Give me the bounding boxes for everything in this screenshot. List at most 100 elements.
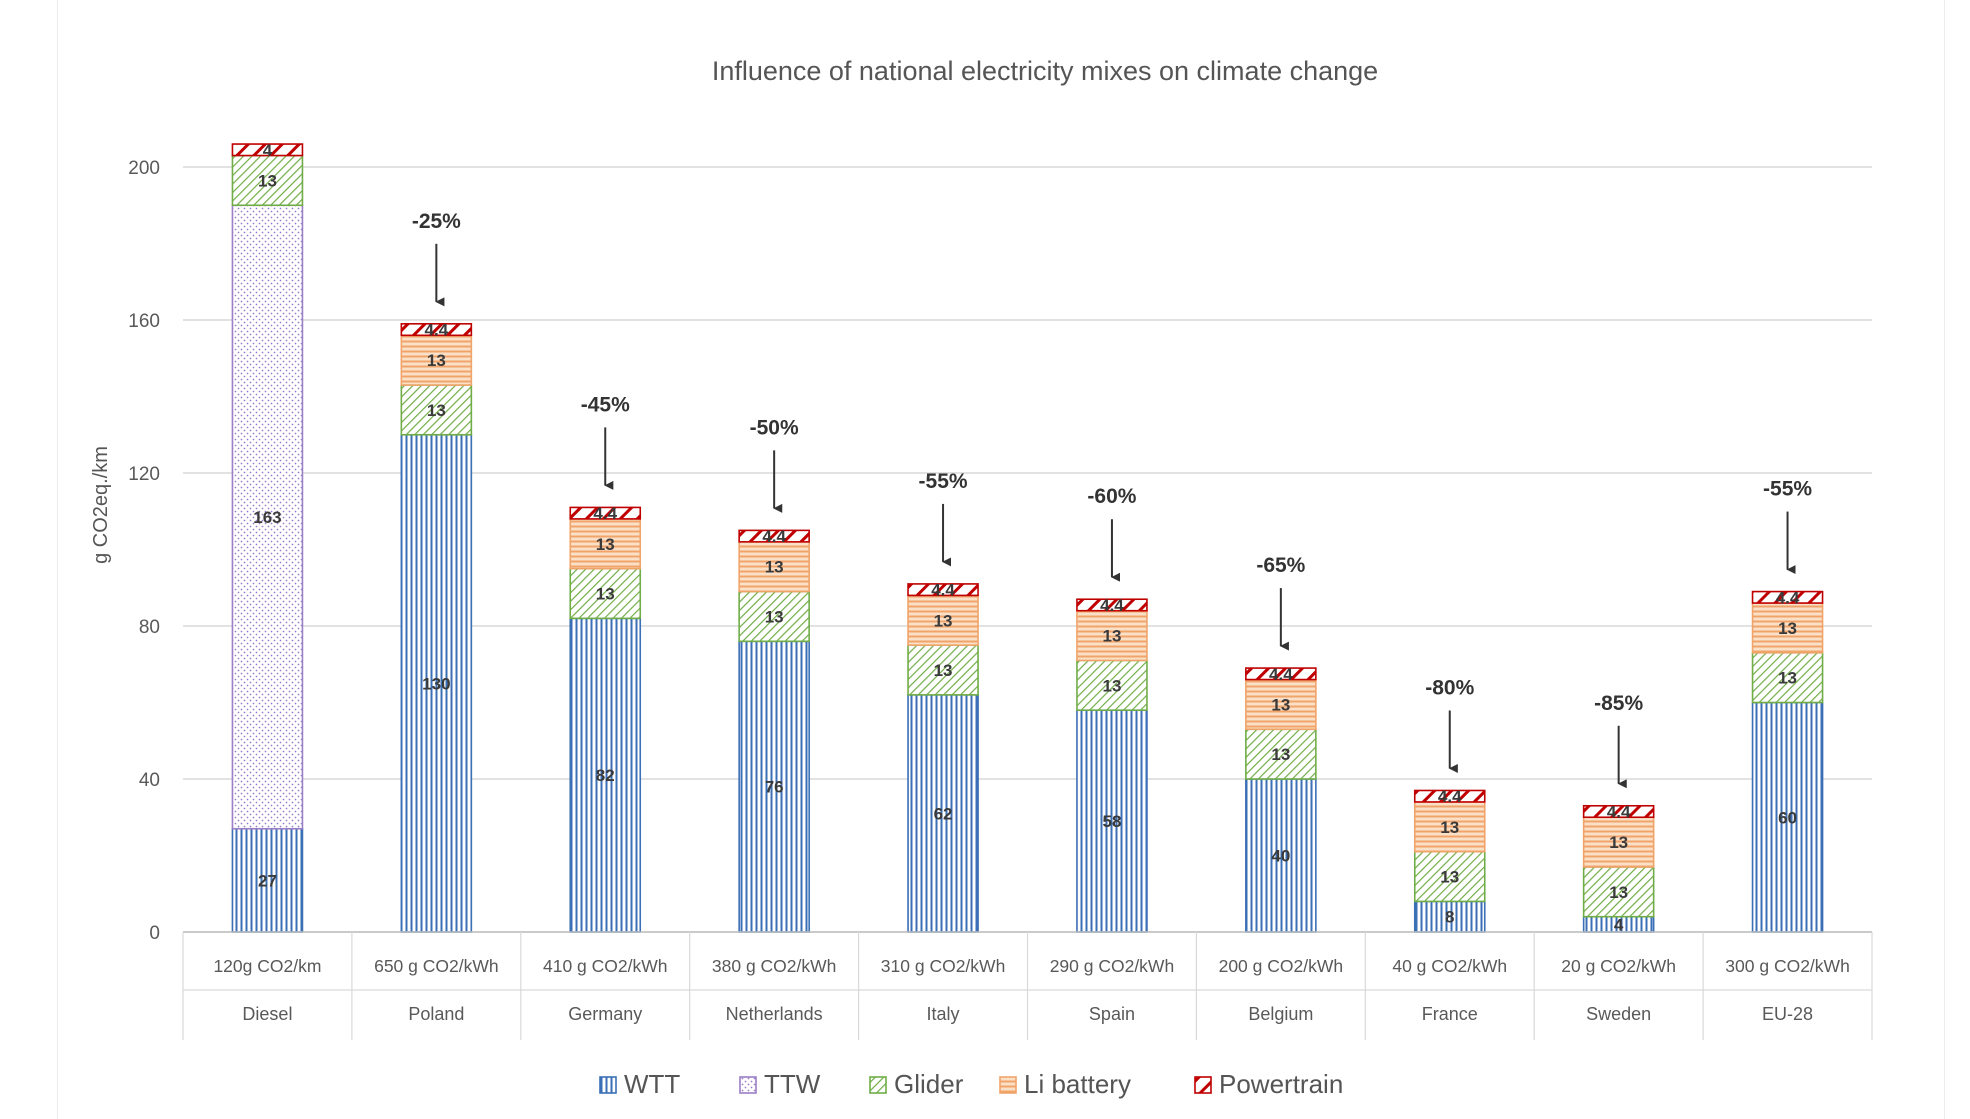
data-label: 4.4	[1269, 665, 1293, 684]
data-label: 13	[258, 171, 277, 190]
x-tick-label: Poland	[408, 1004, 464, 1024]
x-tick-sublabel: 380 g CO2/kWh	[712, 956, 837, 976]
bar-segment-ttw	[231, 204, 304, 830]
data-label: 4.4	[1100, 596, 1124, 615]
bar-segment-wtt	[231, 827, 304, 933]
x-tick-sublabel: 310 g CO2/kWh	[881, 956, 1006, 976]
data-label: 76	[765, 778, 784, 797]
bar-segment-wtt	[1245, 778, 1317, 933]
data-label: 40	[1271, 847, 1290, 866]
bar-segment-wtt	[1751, 701, 1824, 933]
x-axis: 120g CO2/km Diesel 650 g CO2/kWh Poland 410 …	[182, 931, 1873, 1040]
data-label: 60	[1778, 808, 1797, 827]
data-label: 62	[934, 804, 953, 823]
data-label: 13	[1440, 818, 1459, 837]
bar-segment-li-battery	[400, 334, 473, 386]
legend-label: Glider	[894, 1069, 964, 1099]
bar-segment-glider	[1582, 866, 1655, 918]
x-tick-sublabel: 20 g CO2/kWh	[1561, 956, 1676, 976]
x-tick-sublabel: 650 g CO2/kWh	[374, 956, 499, 976]
data-label: 58	[1102, 812, 1121, 831]
legend-swatch	[869, 1076, 887, 1094]
reduction-label: -55%	[919, 470, 968, 493]
bar-segment-powertrain	[907, 583, 979, 597]
bars	[231, 143, 1824, 933]
x-tick-label: Diesel	[242, 1004, 292, 1024]
data-label: 13	[596, 535, 615, 554]
bar-segment-powertrain	[1245, 667, 1317, 681]
legend-swatch	[739, 1076, 757, 1094]
bar-segment-wtt	[569, 617, 642, 933]
reduction-label: -80%	[1425, 676, 1474, 699]
y-tick-label: 80	[139, 617, 160, 638]
bar-segment-glider	[1751, 651, 1824, 704]
data-label: 27	[258, 871, 277, 890]
reduction-label: -55%	[1763, 478, 1812, 501]
reduction-annotations: -25% -45% -50% -55% -60% -65% -80% -85% -55%	[412, 210, 1812, 789]
data-label: 13	[934, 611, 953, 630]
y-tick-label: 0	[149, 923, 160, 944]
data-label: 13	[1271, 695, 1290, 714]
x-tick-label: Sweden	[1586, 1004, 1651, 1024]
legend-label: Li battery	[1024, 1069, 1131, 1099]
data-label: 4.4	[1776, 588, 1800, 607]
x-tick-sublabel: 200 g CO2/kWh	[1219, 956, 1344, 976]
reduction-label: -85%	[1594, 692, 1643, 715]
legend-swatch	[1194, 1076, 1212, 1094]
bar-segment-wtt	[907, 694, 979, 933]
bar-segment-powertrain	[231, 143, 304, 157]
y-tick-label: 120	[128, 464, 160, 485]
x-tick-sublabel: 120g CO2/km	[213, 956, 321, 976]
data-label: 13	[1102, 627, 1121, 646]
y-tick-label: 160	[128, 311, 160, 332]
bar-segment-li-battery	[1582, 816, 1655, 868]
data-label: 13	[765, 607, 784, 626]
data-label: 4.4	[931, 581, 955, 600]
x-tick-label: Belgium	[1248, 1004, 1313, 1024]
x-tick-label: Germany	[568, 1004, 642, 1024]
data-label: 4.4	[593, 504, 617, 523]
legend-swatch	[999, 1076, 1017, 1094]
data-label: 4.4	[762, 527, 786, 546]
data-label: 13	[427, 351, 446, 370]
x-tick-label: Spain	[1089, 1004, 1135, 1024]
data-labels: 27 163 13 4 130 13 13 4.4 82 13 13 4.4 76 13 13 4.4 62 13…	[253, 141, 1800, 935]
bar-segment-powertrain	[1413, 789, 1486, 803]
data-label: 13	[1609, 833, 1628, 852]
legend: WTT TTW Glider Li battery Powertrain	[599, 1069, 1343, 1099]
x-tick-sublabel: 40 g CO2/kWh	[1392, 956, 1507, 976]
y-axis-ticks: 0 40 80 120 160 200	[128, 158, 160, 944]
data-label: 4	[263, 141, 273, 160]
data-label: 163	[253, 508, 281, 527]
bar-segment-powertrain	[1751, 590, 1824, 604]
data-label: 8	[1445, 908, 1454, 927]
bar-segment-glider	[738, 590, 810, 643]
data-label: 13	[1440, 868, 1459, 887]
data-label: 13	[765, 558, 784, 577]
data-label: 13	[1778, 619, 1797, 638]
legend-label: TTW	[764, 1069, 821, 1099]
bar-segment-powertrain	[1582, 804, 1655, 819]
bar-segment-li-battery	[907, 594, 979, 646]
data-label: 13	[1102, 676, 1121, 695]
data-label: 4.4	[425, 321, 449, 340]
x-tick-label: France	[1422, 1004, 1478, 1024]
data-label: 13	[1609, 883, 1628, 902]
data-label: 13	[596, 584, 615, 603]
chart-title: Influence of national electricity mixes …	[712, 56, 1378, 86]
bar-segment-li-battery	[1076, 609, 1148, 662]
bar-segment-wtt	[400, 433, 473, 933]
bar-segment-glider	[231, 154, 304, 207]
bar-segment-wtt	[738, 640, 810, 933]
data-label: 13	[1778, 669, 1797, 688]
reduction-label: -25%	[412, 210, 461, 233]
reduction-label: -45%	[581, 393, 630, 416]
legend-label: WTT	[624, 1069, 680, 1099]
data-label: 4.4	[1607, 803, 1631, 822]
x-tick-label: Italy	[927, 1004, 960, 1024]
bar-segment-wtt	[1413, 900, 1486, 933]
bar-segment-powertrain	[738, 529, 810, 543]
bar-segment-glider	[907, 644, 979, 696]
bar-segment-powertrain	[569, 506, 642, 520]
